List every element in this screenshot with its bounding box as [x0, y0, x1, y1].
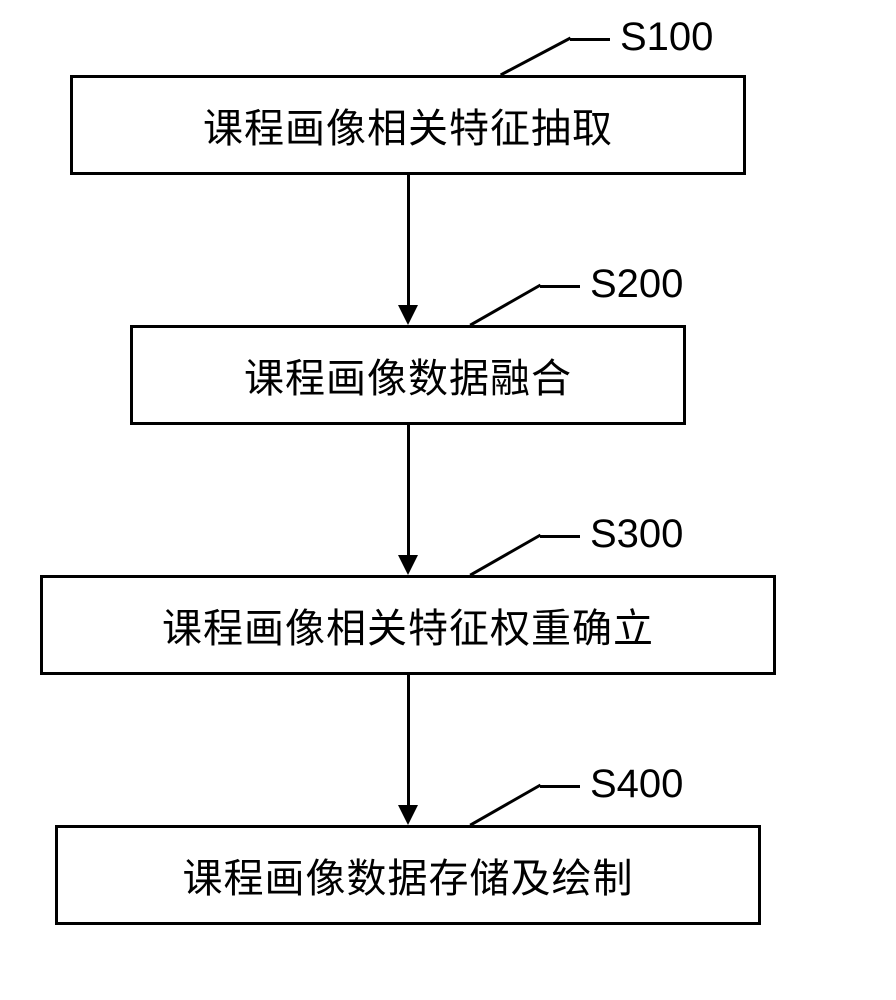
label-diag-s300: [470, 534, 541, 577]
step-label-s100: S100: [620, 15, 713, 60]
step-text-s100: 课程画像相关特征抽取: [203, 96, 613, 154]
step-text-s400: 课程画像数据存储及绘制: [183, 846, 634, 904]
step-box-s100: 课程画像相关特征抽取: [70, 75, 746, 175]
arrow-line-2: [407, 675, 410, 805]
arrow-head-0: [398, 305, 418, 325]
step-text-s200: 课程画像数据融合: [244, 346, 572, 404]
arrow-head-2: [398, 805, 418, 825]
label-diag-s200: [470, 284, 541, 327]
step-label-s400: S400: [590, 762, 683, 807]
arrow-line-1: [407, 425, 410, 555]
step-box-s300: 课程画像相关特征权重确立: [40, 575, 776, 675]
label-diag-s400: [470, 784, 541, 827]
label-connector-s200: [540, 285, 580, 288]
arrow-head-1: [398, 555, 418, 575]
step-box-s400: 课程画像数据存储及绘制: [55, 825, 761, 925]
label-connector-s100: [570, 38, 610, 41]
step-label-s300: S300: [590, 512, 683, 557]
step-box-s200: 课程画像数据融合: [130, 325, 686, 425]
label-diag-s100: [500, 37, 571, 77]
step-label-s200: S200: [590, 262, 683, 307]
step-text-s300: 课程画像相关特征权重确立: [162, 596, 654, 654]
label-connector-s300: [540, 535, 580, 538]
arrow-line-0: [407, 175, 410, 305]
label-connector-s400: [540, 785, 580, 788]
